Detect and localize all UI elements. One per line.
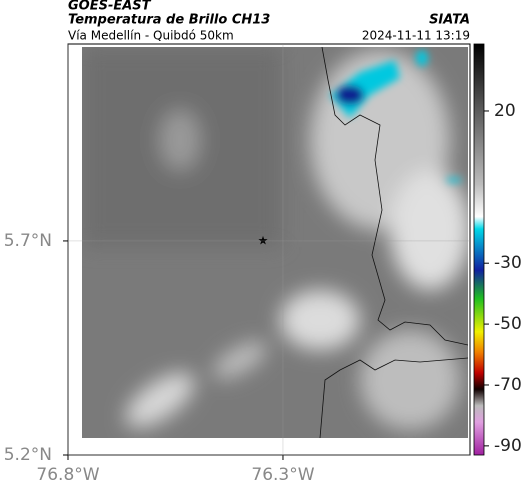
x-tick-label: 76.8°W bbox=[36, 465, 99, 485]
colorbar-tick-label: 20 bbox=[494, 101, 516, 121]
agency: SIATA bbox=[429, 13, 470, 28]
colorbar-tick-label: -70 bbox=[494, 375, 522, 395]
y-tick-label: 5.7°N bbox=[4, 231, 52, 251]
location-marker: ★ bbox=[258, 234, 269, 248]
y-tick-label: 5.2°N bbox=[4, 445, 52, 465]
colorbar-tick-label: -90 bbox=[494, 436, 522, 456]
source: GOES-EAST bbox=[68, 0, 152, 14]
timestamp: 2024-11-11 13:19 bbox=[362, 29, 470, 43]
colorbar-tick-label: -50 bbox=[494, 314, 522, 334]
product: Temperatura de Brillo CH13 bbox=[68, 13, 270, 28]
colorbar-tick-label: -30 bbox=[494, 253, 522, 273]
x-tick-label: 76.3°W bbox=[251, 465, 314, 485]
colorbar bbox=[473, 43, 485, 456]
region: Vía Medellín - Quibdó 50km bbox=[68, 29, 234, 43]
satellite-image bbox=[82, 47, 468, 438]
